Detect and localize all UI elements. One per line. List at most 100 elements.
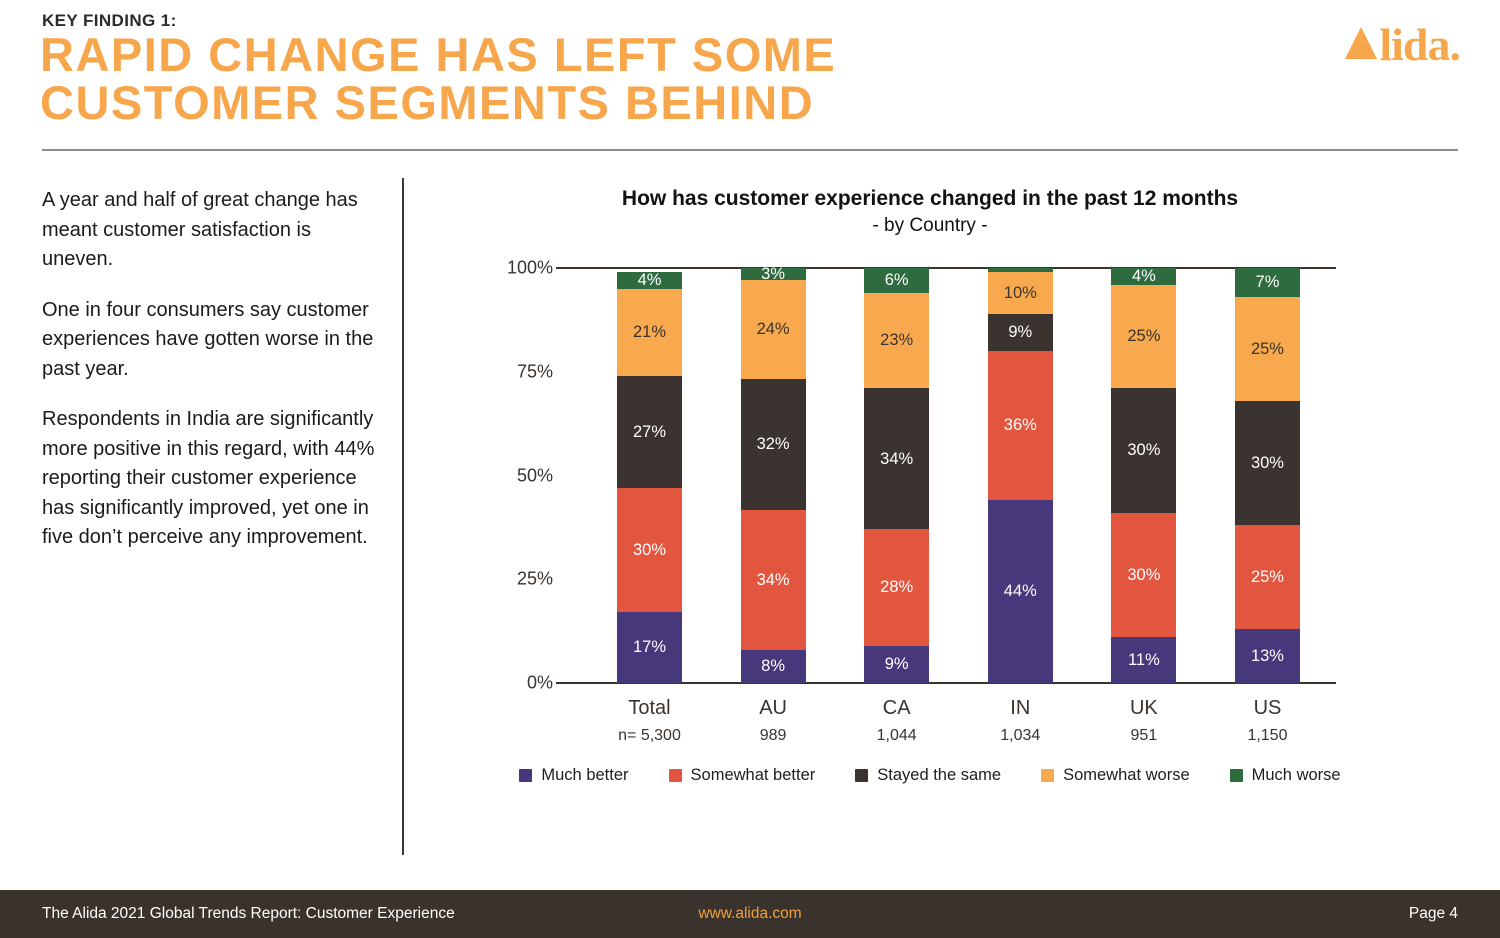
bar-segment-somewhat-worse: 25% — [1111, 284, 1177, 389]
alida-triangle-icon — [1345, 27, 1378, 59]
y-axis-tick-label: 25% — [516, 568, 553, 589]
intro-paragraph-1: A year and half of great change has mean… — [42, 189, 358, 270]
category-label: IN — [1010, 697, 1031, 719]
bar-segment-somewhat-worse: 10% — [987, 272, 1053, 314]
page-title: RAPID CHANGE HAS LEFT SOME CUSTOMER SEGM… — [40, 31, 836, 127]
legend-label: Somewhat better — [690, 766, 816, 784]
bar-total: 17% 30% 27% 21% 4% Total n= 5,300 — [617, 268, 682, 744]
legend-label: Somewhat worse — [1063, 766, 1190, 784]
bar-value-label: 30% — [1127, 565, 1161, 584]
bar-value-label: 17% — [632, 638, 667, 657]
intro-paragraph-3: Respondents in India are significantly m… — [42, 408, 375, 548]
legend-swatch-icon — [1229, 769, 1243, 782]
bar-value-label: 3% — [761, 264, 786, 283]
legend-item: Somewhat better — [668, 766, 816, 785]
bar-segment-much-worse: 7% — [1234, 268, 1300, 298]
y-axis-tick-label: 75% — [516, 361, 553, 382]
legend-item: Much better — [519, 766, 629, 785]
bar-value-label: 9% — [884, 655, 909, 674]
category-label: Total — [628, 697, 671, 719]
bar-segment-much-better: 11% — [1111, 637, 1177, 683]
bar-value-label: 30% — [1127, 441, 1161, 460]
bar-segment-much-better: 17% — [617, 612, 682, 683]
legend-label: Much worse — [1251, 766, 1341, 784]
bar-segment-somewhat-better: 25% — [1234, 525, 1300, 630]
bar-value-label: 25% — [1127, 327, 1161, 346]
bar-segment-somewhat-better: 30% — [1111, 512, 1177, 638]
bar-value-label: 10% — [1003, 283, 1037, 302]
sample-size-label: 1,044 — [876, 727, 917, 744]
page-title-line1: RAPID CHANGE HAS LEFT SOME — [40, 28, 837, 81]
legend-item: Much worse — [1229, 766, 1341, 785]
legend-swatch-icon — [668, 769, 682, 782]
alida-logo: lida. — [1345, 22, 1461, 68]
gridline-100pct — [556, 267, 1336, 269]
footer-bar: The Alida 2021 Global Trends Report: Cus… — [0, 890, 1500, 938]
legend-item: Somewhat worse — [1041, 766, 1190, 785]
bar-in: 44% 36% 9% 10% IN 1,034 — [987, 268, 1053, 744]
bar-value-label: 32% — [756, 435, 790, 454]
category-label: AU — [759, 697, 787, 719]
x-axis-baseline — [556, 682, 1336, 684]
y-axis-tick-label: 50% — [516, 465, 553, 485]
bar-segment-much-better: 13% — [1234, 629, 1300, 683]
footer-website-link[interactable]: www.alida.com — [698, 905, 802, 922]
bar-value-label: 30% — [632, 540, 667, 559]
bar-segment-stayed-the-same: 30% — [1234, 400, 1300, 526]
bar-segment-somewhat-worse: 23% — [864, 292, 930, 389]
bar-value-label: 34% — [880, 449, 914, 468]
bar-segment-much-worse: 6% — [864, 268, 930, 293]
category-label: CA — [882, 697, 911, 719]
chart-subtitle: - by Country - — [872, 215, 988, 236]
bar-value-label: 34% — [756, 571, 790, 590]
bar-segment-stayed-the-same: 34% — [864, 388, 930, 530]
intro-text-column: A year and half of great change has mean… — [42, 186, 384, 574]
intro-paragraph-2: One in four consumers say customer exper… — [42, 298, 374, 380]
category-label: UK — [1129, 697, 1158, 719]
bar-ca: 9% 28% 34% 23% 6% CA 1,044 — [864, 268, 930, 744]
legend-swatch-icon — [855, 769, 869, 782]
sample-size-label: 1,034 — [1000, 727, 1041, 744]
legend-swatch-icon — [519, 769, 533, 782]
bar-value-label: 44% — [1003, 582, 1037, 601]
legend-label: Much better — [541, 766, 629, 784]
bar-segment-much-worse — [987, 268, 1053, 273]
bar-value-label: 8% — [761, 657, 786, 676]
legend-swatch-icon — [1041, 769, 1055, 782]
sample-size-label: n= 5,300 — [618, 727, 681, 744]
bar-value-label: 23% — [880, 331, 914, 350]
bar-segment-somewhat-worse: 24% — [740, 280, 806, 380]
bar-value-label: 25% — [1250, 339, 1284, 358]
bar-segment-much-better: 44% — [987, 500, 1053, 683]
bar-segment-much-worse: 4% — [617, 272, 682, 289]
chart-title: How has customer experience changed in t… — [621, 187, 1239, 210]
bar-segment-much-better: 9% — [864, 645, 930, 683]
bar-value-label: 4% — [1131, 267, 1156, 286]
sample-size-label: 1,150 — [1247, 727, 1288, 744]
bar-segment-stayed-the-same: 32% — [740, 379, 806, 511]
bar-segment-stayed-the-same: 30% — [1111, 388, 1177, 513]
key-finding-label: KEY FINDING 1: — [42, 11, 177, 30]
bar-uk: 11% 30% 30% 25% 4% UK 951 — [1111, 267, 1177, 744]
bar-value-label: 7% — [1255, 273, 1280, 292]
bar-value-label: 24% — [756, 320, 790, 339]
bar-segment-somewhat-better: 36% — [987, 351, 1053, 501]
sample-size-label: 989 — [759, 727, 787, 744]
bar-value-label: 13% — [1250, 646, 1284, 665]
bar-value-label: 28% — [880, 578, 914, 597]
legend-label: Stayed the same — [877, 766, 1002, 784]
bar-segment-much-worse: 3% — [740, 264, 806, 283]
bar-value-label: 9% — [1008, 323, 1033, 342]
bar-segment-somewhat-better: 30% — [617, 487, 682, 613]
plot-area: 100% 75% 50% 25% 0% 17% 30% 27% 21% 4% Total n= 5,… — [507, 258, 1336, 744]
category-label: US — [1253, 697, 1282, 719]
bar-value-label: 36% — [1003, 416, 1037, 435]
bar-segment-stayed-the-same: 27% — [617, 375, 682, 488]
bar-value-label: 21% — [632, 323, 667, 342]
bar-segment-somewhat-better: 28% — [864, 529, 930, 646]
bar-value-label: 25% — [1250, 567, 1284, 586]
bar-segment-much-worse: 4% — [1111, 267, 1177, 286]
bar-value-label: 27% — [632, 422, 667, 441]
bar-value-label: 6% — [884, 271, 909, 290]
